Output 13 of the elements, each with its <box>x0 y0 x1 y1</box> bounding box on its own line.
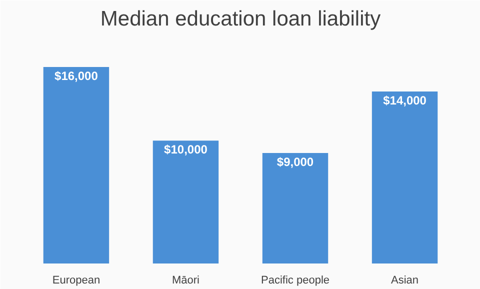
x-tick-label: Pacific people <box>261 274 330 286</box>
bar <box>152 140 219 264</box>
x-tick-label: Māori <box>172 274 200 286</box>
data-label: $10,000 <box>164 142 208 156</box>
bar <box>262 152 328 264</box>
data-label: $14,000 <box>383 93 427 108</box>
x-tick-label: Asian <box>391 274 419 286</box>
data-label: $9,000 <box>276 154 314 169</box>
bar <box>372 92 438 264</box>
chart-title: Median education loan liability <box>100 8 382 30</box>
x-tick-label: European <box>52 274 100 286</box>
bar <box>43 66 110 264</box>
data-label: $16,000 <box>54 68 98 83</box>
